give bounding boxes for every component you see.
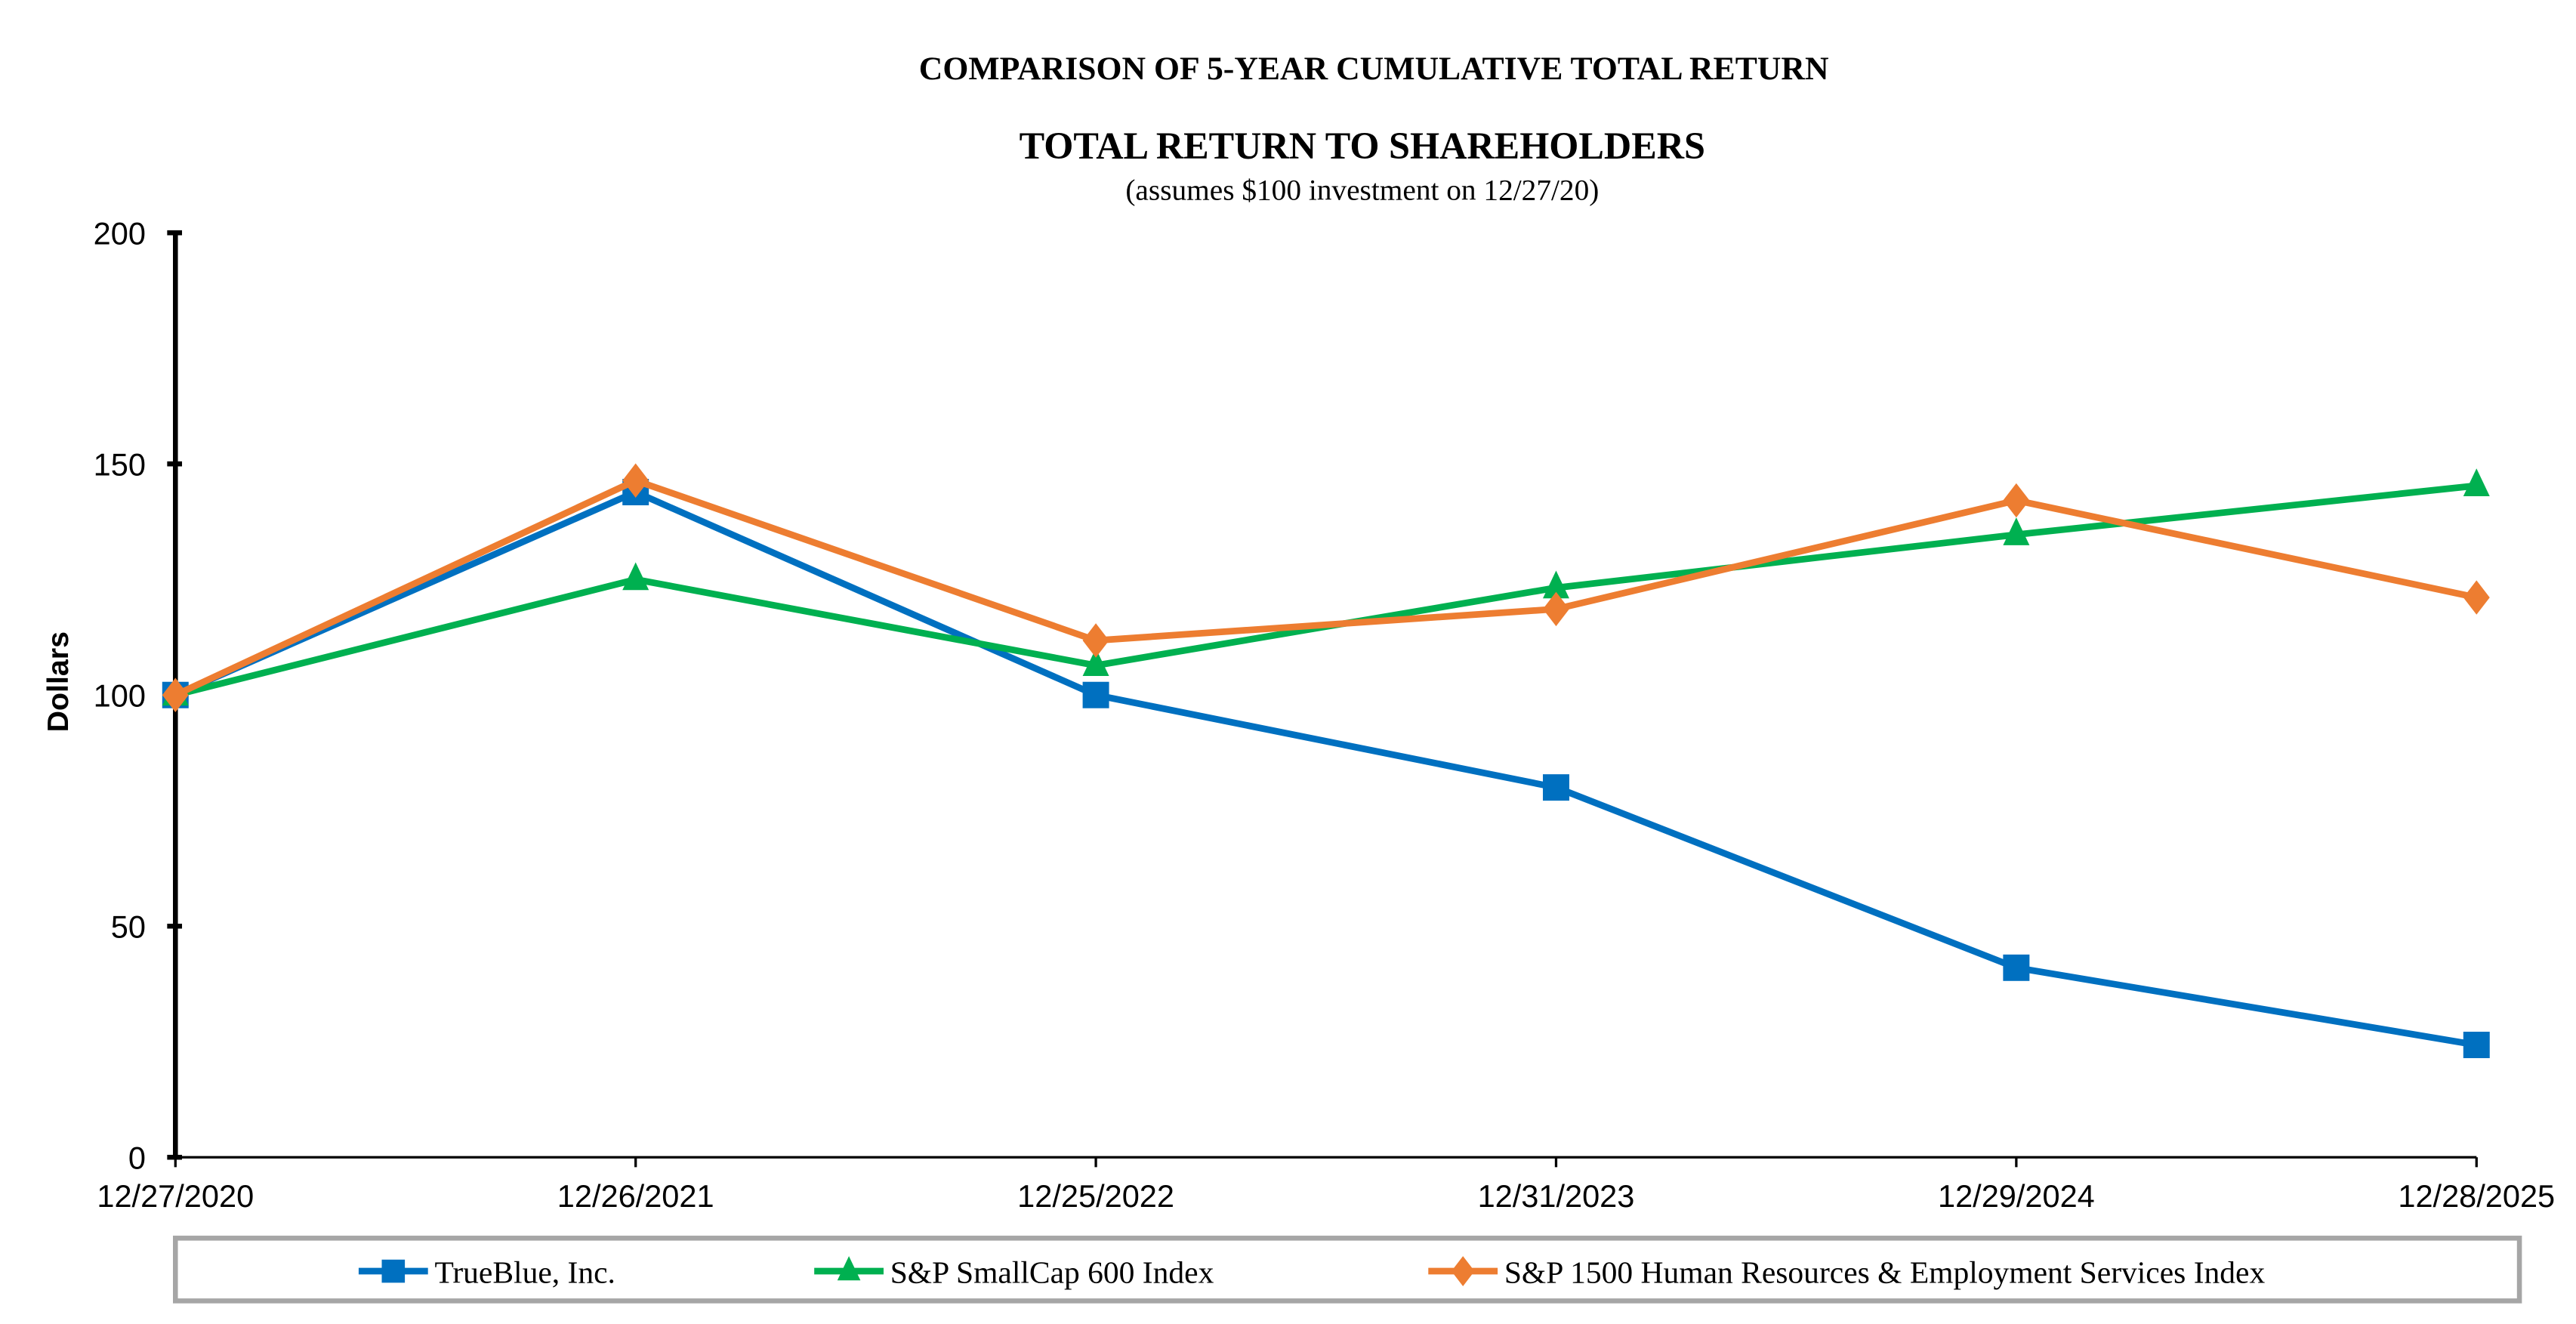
marker-triangle <box>622 562 649 591</box>
marker-triangle <box>2003 517 2030 545</box>
series-line <box>174 477 2478 699</box>
marker-square <box>381 1259 406 1283</box>
marker-diamond <box>162 677 189 712</box>
legend-box <box>173 1236 2522 1304</box>
y-tick-label: 100 <box>94 678 146 714</box>
x-tick-label: 12/26/2021 <box>557 1178 714 1214</box>
legend-label: S&P 1500 Human Resources & Employment Se… <box>1504 1255 2266 1289</box>
legend-item: S&P 1500 Human Resources & Employment Se… <box>1428 1255 2265 1289</box>
marker-diamond <box>2003 483 2030 518</box>
marker-diamond <box>1451 1256 1475 1286</box>
legend-label: TrueBlue, Inc. <box>434 1255 615 1289</box>
x-tick-label: 12/28/2025 <box>2398 1178 2555 1214</box>
y-tick-label: 50 <box>111 909 146 945</box>
marker-diamond <box>2463 580 2490 615</box>
chart-note: (assumes $100 investment on 12/27/20) <box>1125 173 1599 206</box>
marker-square <box>1082 681 1109 708</box>
marker-triangle <box>837 1256 861 1281</box>
x-tick-label: 12/29/2024 <box>1938 1178 2095 1214</box>
marker-square <box>2463 1032 2490 1059</box>
series-line <box>174 489 2477 1048</box>
marker-square <box>1542 774 1569 801</box>
series-line <box>174 482 2477 699</box>
series-square <box>162 479 2490 1059</box>
x-tick-label: 12/31/2023 <box>1478 1178 1635 1214</box>
x-tick-label: 12/27/2020 <box>97 1178 254 1214</box>
series-triangle <box>162 468 2490 706</box>
marker-triangle <box>1542 570 1569 599</box>
y-axis-label: Dollars <box>42 631 75 732</box>
marker-diamond <box>1082 623 1109 658</box>
marker-square <box>2003 954 2030 981</box>
series-diamond <box>162 463 2490 712</box>
chart-title: COMPARISON OF 5-YEAR CUMULATIVE TOTAL RE… <box>919 51 1829 87</box>
legend: TrueBlue, Inc. S&P SmallCap 600 Index S&P … <box>358 1255 2265 1289</box>
x-tick-label: 12/25/2022 <box>1017 1178 1174 1214</box>
chart-subtitle: TOTAL RETURN TO SHAREHOLDERS <box>1020 125 1705 167</box>
y-tick-label: 200 <box>94 215 146 251</box>
legend-label: S&P SmallCap 600 Index <box>890 1255 1214 1289</box>
legend-item: TrueBlue, Inc. <box>358 1255 615 1289</box>
y-tick-label: 150 <box>94 447 146 483</box>
y-tick-label: 0 <box>128 1140 146 1176</box>
marker-triangle <box>2463 468 2490 496</box>
legend-item: S&P SmallCap 600 Index <box>814 1255 1214 1289</box>
marker-diamond <box>1542 591 1569 627</box>
marker-triangle <box>1082 648 1109 677</box>
marker-diamond <box>622 463 649 498</box>
